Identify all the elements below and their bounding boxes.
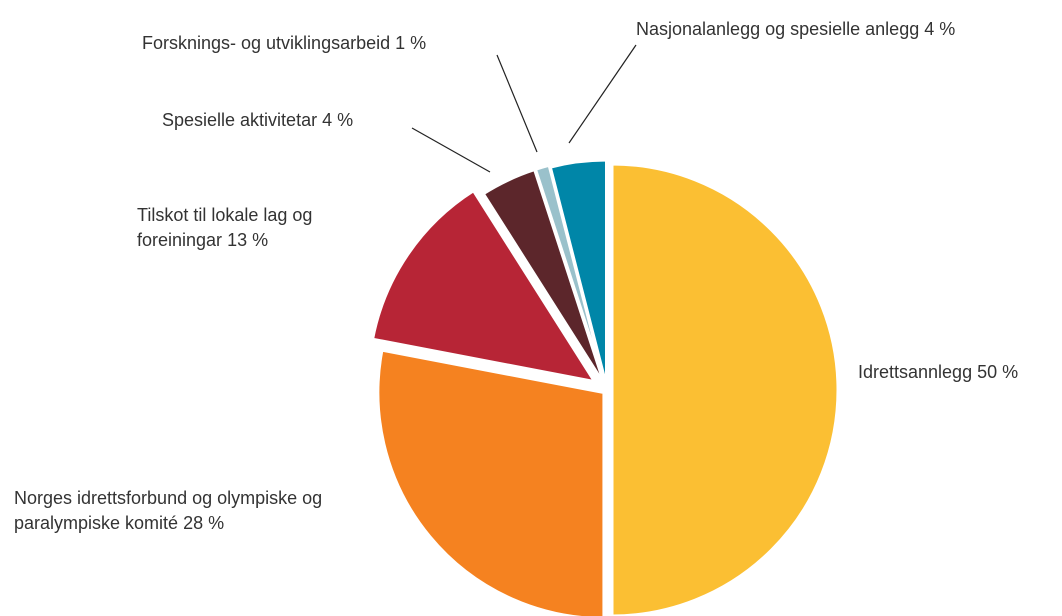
leader-line (411, 127, 491, 173)
slice-label: Idrettsannlegg 50 % (858, 360, 1062, 385)
pie-slice (533, 163, 607, 385)
leader-line (496, 54, 538, 153)
slice-name: Norges idrettsforbund og olympiske og pa… (14, 488, 323, 533)
slice-value: 28 % (183, 513, 225, 533)
slice-label: Spesielle aktivitetar 4 % (162, 108, 422, 133)
pie-slice (370, 188, 598, 384)
slice-name: Spesielle aktivitetar (162, 110, 318, 130)
slice-label: Nasjonalanlegg og spesielle anlegg 4 % (636, 17, 1056, 42)
pie-slice (610, 162, 840, 616)
slice-value: 50 % (977, 362, 1019, 382)
slice-label: Tilskot til lokale lag og foreiningar 13… (137, 203, 347, 253)
leader-line (568, 44, 637, 144)
pie-slice (376, 348, 606, 616)
slice-name: Tilskot til lokale lag og foreiningar (137, 205, 313, 250)
slice-label: Norges idrettsforbund og olympiske og pa… (14, 486, 384, 536)
slice-label: Forsknings- og utviklingsarbeid 1 % (142, 31, 542, 56)
slice-value: 4 % (924, 19, 956, 39)
slice-value: 13 % (227, 230, 269, 250)
pie-slice (548, 158, 608, 387)
slice-value: 1 % (395, 33, 427, 53)
slice-name: Forsknings- og utviklingsarbeid (142, 33, 391, 53)
slice-name: Nasjonalanlegg og spesielle anlegg (636, 19, 920, 39)
slice-value: 4 % (322, 110, 354, 130)
slice-name: Idrettsannlegg (858, 362, 973, 382)
